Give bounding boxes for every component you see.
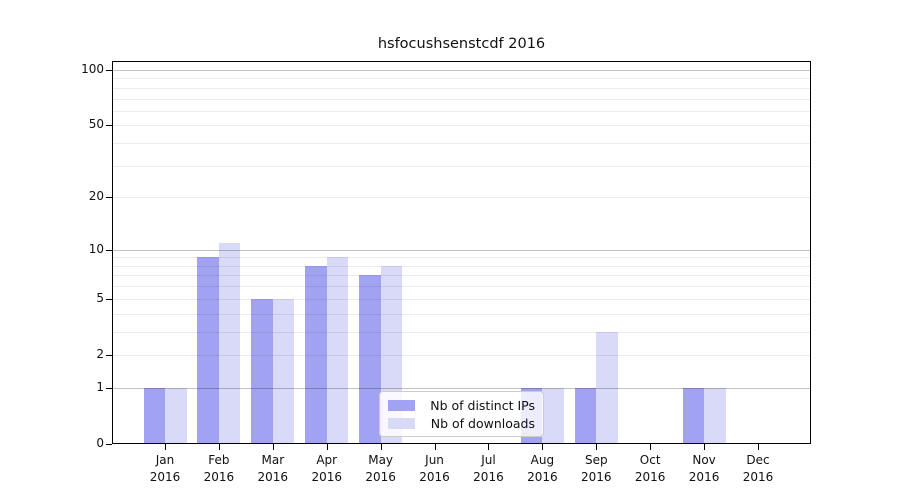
x-tick-mark <box>380 444 382 450</box>
x-tick-mark <box>434 444 436 450</box>
legend-item-downloads: Nb of downloads <box>388 416 535 431</box>
x-tick-mark <box>704 444 706 450</box>
x-tick-mark <box>542 444 544 450</box>
x-tick-label-nov: Nov 2016 <box>688 453 720 484</box>
y-tick-label: 1 <box>96 379 104 394</box>
legend-item-distinct-ips: Nb of distinct IPs <box>388 398 535 413</box>
y-tick-label: 100 <box>81 62 104 76</box>
chart-title: hsfocushsenstcdf 2016 <box>377 36 546 52</box>
y-tick-mark <box>106 444 112 445</box>
x-tick-mark <box>326 444 328 450</box>
x-tick-label-aug: Aug 2016 <box>527 453 558 484</box>
legend-swatch-downloads <box>388 417 415 429</box>
legend-label-distinct-ips: Nb of distinct IPs <box>430 397 535 413</box>
x-tick-mark <box>650 444 652 450</box>
y-tick-label: 2 <box>96 346 104 361</box>
x-tick-label-jul: Jul 2016 <box>473 453 504 484</box>
y-tick-label: 50 <box>88 117 104 132</box>
x-tick-label-may: May 2016 <box>365 453 396 484</box>
x-tick-mark <box>272 444 274 450</box>
x-tick-label-jan: Jan 2016 <box>149 453 181 484</box>
x-tick-mark <box>758 444 759 450</box>
legend-label-downloads: Nb of downloads <box>430 415 535 431</box>
x-tick-mark <box>488 444 490 450</box>
y-tick-label: 10 <box>88 241 104 256</box>
plot-area <box>112 61 811 444</box>
y-tick-label: 0 <box>96 436 104 450</box>
x-tick-label-mar: Mar 2016 <box>257 453 289 484</box>
x-tick-mark <box>218 444 220 450</box>
x-tick-mark <box>596 444 598 450</box>
y-tick-label: 5 <box>96 290 104 305</box>
legend: Nb of distinct IPs Nb of downloads <box>379 391 544 437</box>
x-tick-label-apr: Apr 2016 <box>311 453 342 484</box>
x-tick-mark <box>165 444 166 450</box>
x-tick-label-jun: Jun 2016 <box>419 453 450 484</box>
y-tick-label: 20 <box>88 189 104 204</box>
legend-swatch-distinct-ips <box>388 399 415 411</box>
x-tick-label-dec: Dec 2016 <box>742 453 774 484</box>
x-tick-label-oct: Oct 2016 <box>634 453 666 484</box>
x-tick-label-sep: Sep 2016 <box>580 453 612 484</box>
x-tick-label-feb: Feb 2016 <box>203 453 235 484</box>
